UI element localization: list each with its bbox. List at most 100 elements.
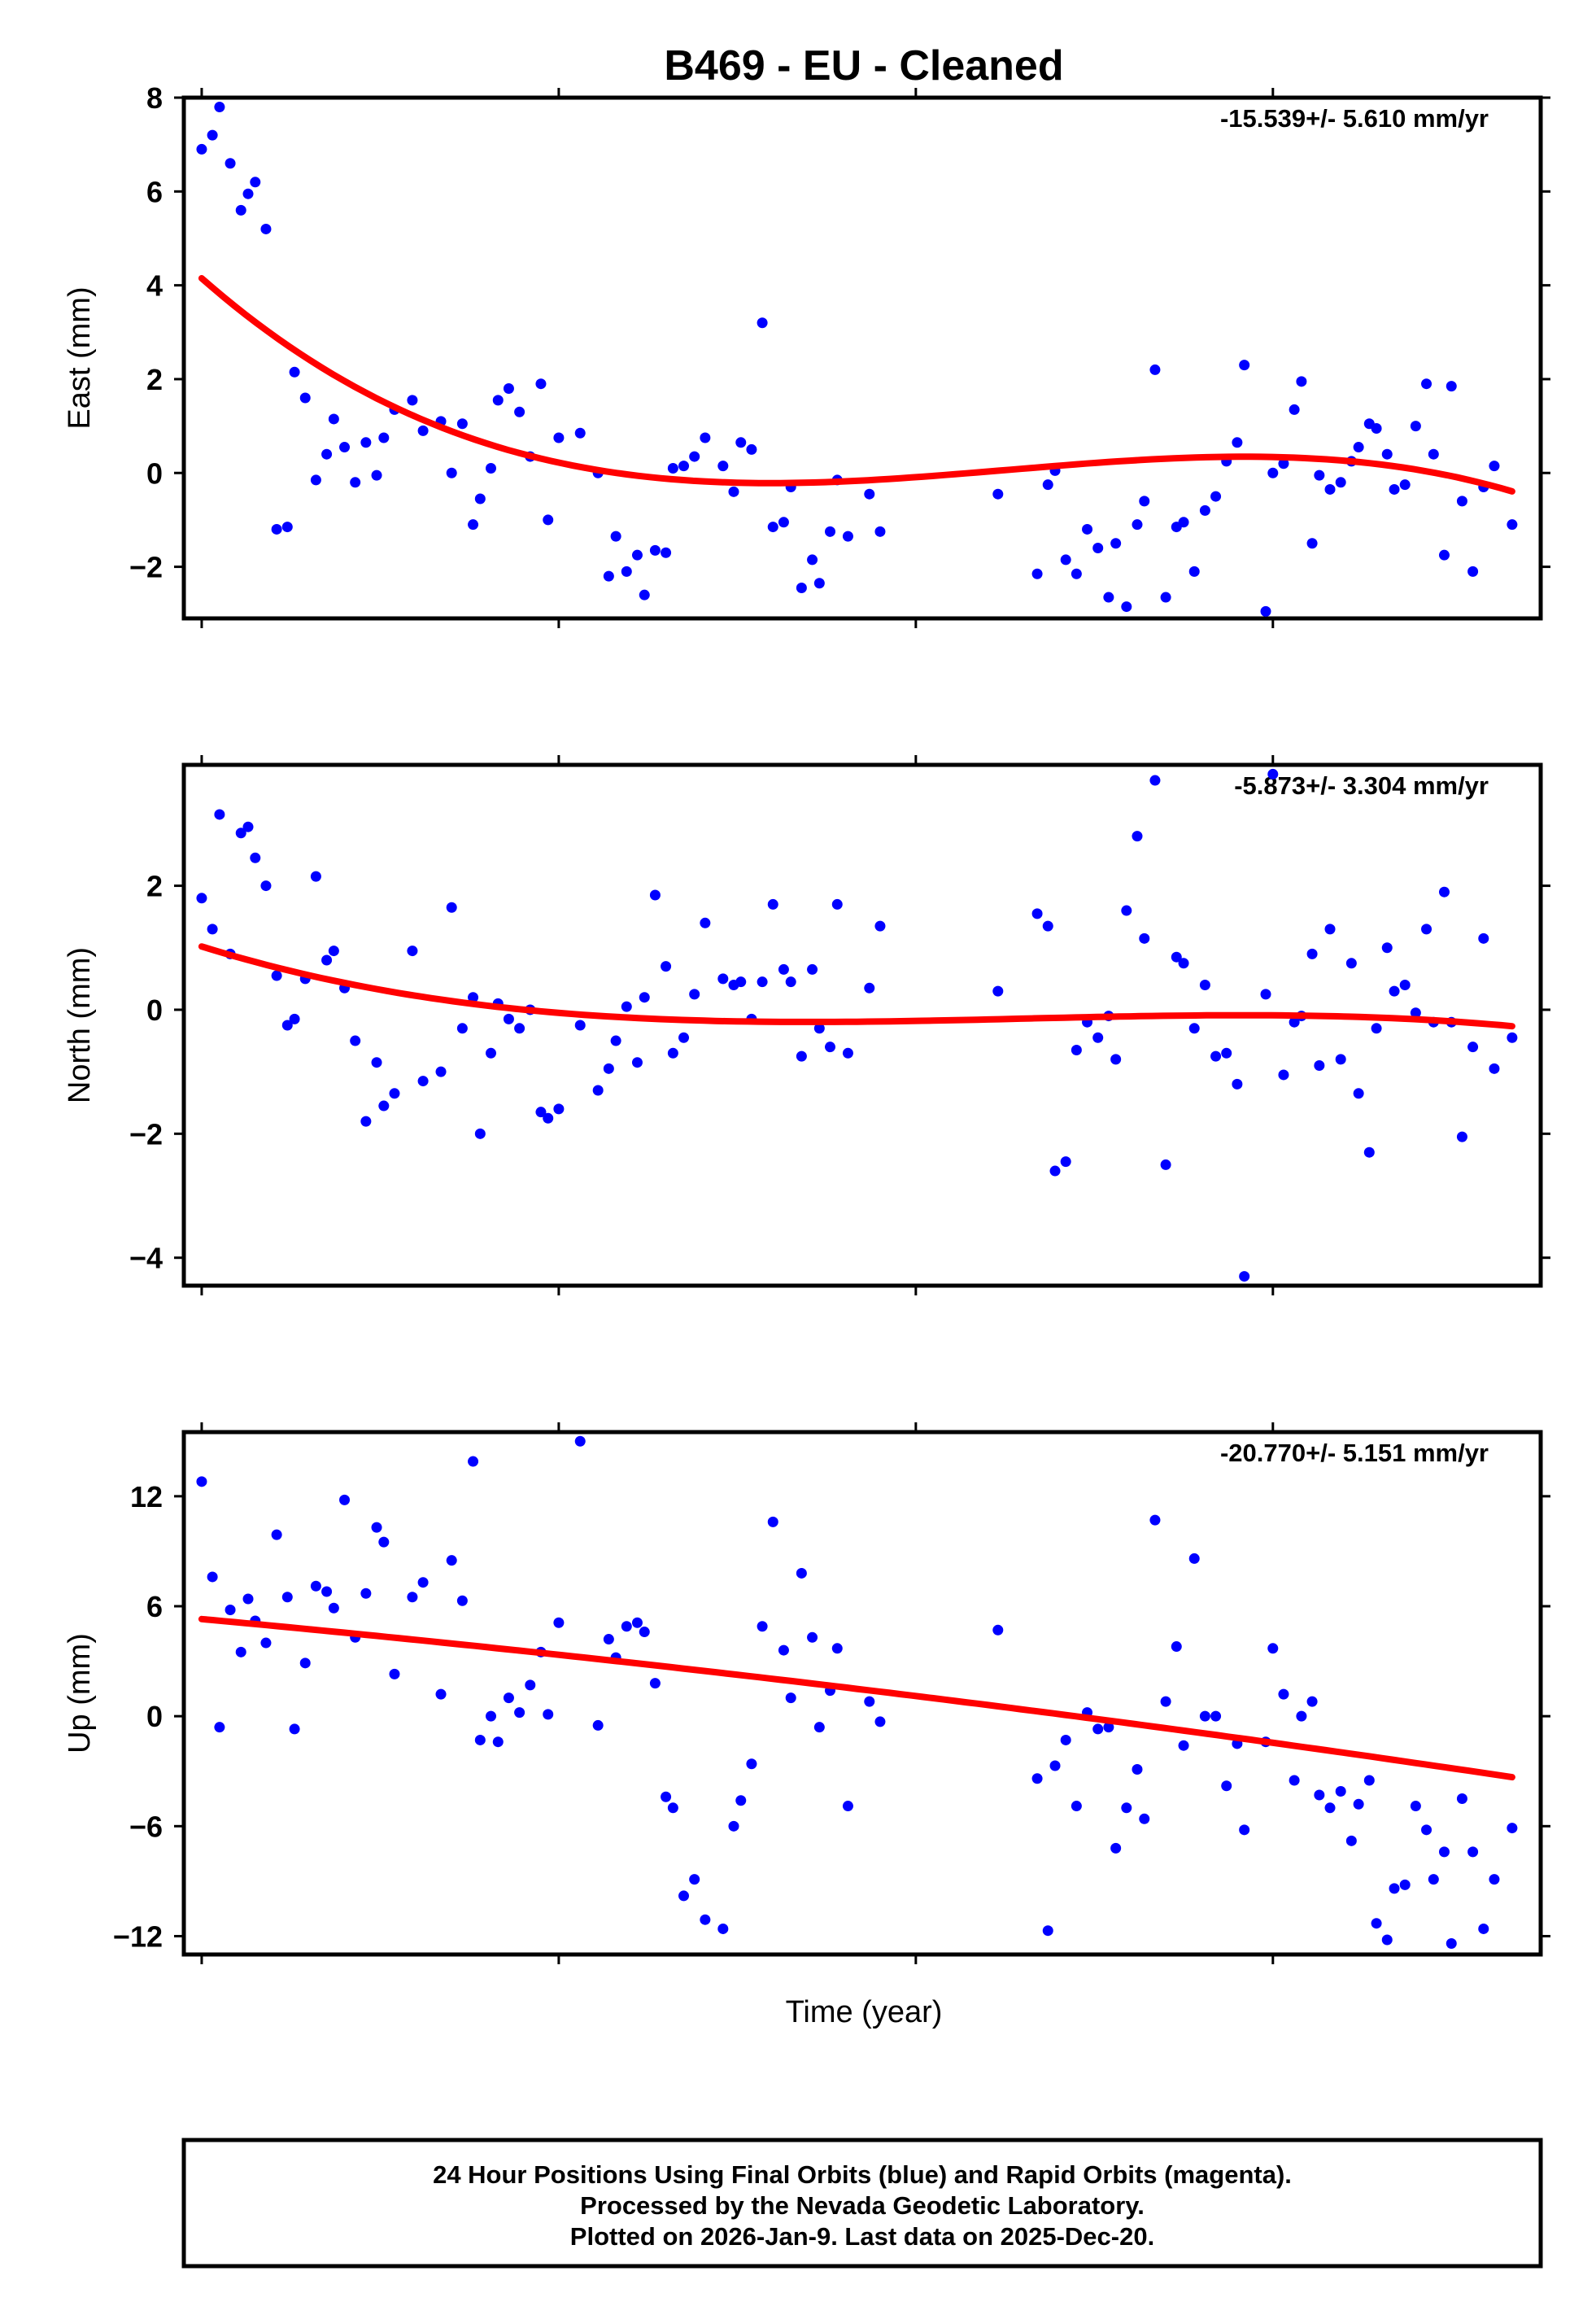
north-data-point: [1092, 1032, 1104, 1043]
east-data-point: [992, 488, 1004, 500]
x-axis-label: Time (year): [786, 1995, 943, 2029]
up-data-point: [1031, 1773, 1043, 1784]
east-data-point: [250, 177, 261, 188]
north-data-point: [1239, 1271, 1250, 1282]
east-data-point: [339, 442, 351, 453]
north-data-point: [824, 1042, 835, 1053]
east-data-point: [1289, 404, 1300, 415]
north-data-point: [196, 893, 207, 904]
north-data-point: [435, 1066, 447, 1077]
up-data-point: [468, 1456, 479, 1467]
north-data-point: [631, 1057, 643, 1068]
north-data-point: [621, 1001, 632, 1012]
up-data-point: [874, 1716, 886, 1727]
east-data-point: [407, 395, 418, 406]
east-data-point: [474, 493, 486, 504]
north-data-point: [1042, 920, 1053, 932]
north-data-point: [992, 985, 1004, 997]
footer-line-2: Processed by the Nevada Geodetic Laborat…: [580, 2191, 1145, 2220]
north-data-point: [667, 1047, 678, 1059]
up-data-point: [1381, 1934, 1393, 1946]
panel-east: 8 6 4 2 0 −2 East (mm) -15.539+/- 5.610 mm/yr: [63, 81, 1550, 628]
north-data-point: [468, 992, 479, 1003]
north-data-point: [1438, 886, 1450, 898]
up-data-point: [574, 1435, 586, 1447]
east-data-point: [543, 514, 554, 526]
north-ytick-label: −4: [129, 1242, 163, 1275]
north-data-point: [321, 954, 333, 966]
north-data-point: [1031, 908, 1043, 919]
east-data-point: [235, 204, 246, 216]
north-data-point: [678, 1032, 690, 1043]
up-data-point: [235, 1646, 246, 1657]
east-data-point: [378, 432, 390, 443]
north-data-point: [289, 1013, 300, 1024]
east-data-point: [289, 366, 300, 378]
north-data-point: [649, 889, 661, 901]
north-data-point: [1071, 1044, 1082, 1055]
east-ytick-label: 8: [146, 81, 163, 115]
north-data-point: [1324, 924, 1336, 935]
up-data-point: [196, 1476, 207, 1487]
north-data-point: [639, 992, 650, 1003]
north-data-point: [214, 809, 225, 820]
north-data-point: [874, 920, 886, 932]
up-data-point: [667, 1802, 678, 1814]
north-data-point: [767, 898, 778, 910]
up-data-point: [417, 1577, 429, 1588]
north-data-point: [1289, 1016, 1300, 1028]
east-y-axis-label: East (mm): [63, 286, 97, 429]
east-data-point: [1071, 568, 1082, 579]
up-data-point: [735, 1795, 747, 1806]
up-data-point: [1060, 1734, 1071, 1745]
east-data-point: [196, 143, 207, 155]
north-data-point: [1149, 775, 1161, 786]
east-data-point: [824, 526, 835, 537]
east-data-point: [874, 526, 886, 537]
east-data-point: [446, 467, 457, 478]
up-data-point: [1438, 1846, 1450, 1858]
north-data-point: [757, 976, 768, 988]
east-rate-label: -15.539+/- 5.610 mm/yr: [1220, 104, 1489, 133]
up-data-point: [1210, 1710, 1222, 1722]
up-data-point: [242, 1593, 254, 1605]
east-data-point: [1371, 422, 1382, 434]
up-data-point: [807, 1631, 818, 1643]
footer-line-3: Plotted on 2026-Jan-9. Last data on 2025…: [570, 2222, 1154, 2251]
up-data-point: [831, 1643, 843, 1654]
up-data-point: [1410, 1801, 1421, 1812]
east-data-point: [1324, 483, 1336, 495]
north-data-point: [1178, 958, 1189, 969]
east-data-point: [807, 554, 818, 566]
up-data-point: [1110, 1842, 1122, 1854]
north-data-point: [1171, 951, 1182, 963]
north-data-point: [474, 1128, 486, 1139]
up-data-point: [1306, 1696, 1318, 1707]
east-data-point: [1092, 543, 1104, 554]
east-data-point: [864, 488, 875, 500]
up-data-point: [1178, 1740, 1189, 1751]
north-data-point: [553, 1103, 565, 1115]
north-data-point: [1314, 1060, 1325, 1072]
north-data-point: [717, 973, 729, 985]
north-data-point: [735, 976, 747, 988]
east-data-point: [492, 395, 504, 406]
up-data-point: [1421, 1824, 1432, 1836]
up-data-point: [225, 1605, 236, 1616]
east-data-point: [631, 549, 643, 561]
east-data-point: [603, 570, 614, 582]
east-data-point: [1149, 364, 1161, 375]
up-data-point: [649, 1678, 661, 1689]
up-data-point: [371, 1522, 382, 1533]
east-data-point: [1239, 360, 1250, 371]
up-data-point: [1278, 1688, 1289, 1700]
up-data-point: [407, 1592, 418, 1603]
east-data-point: [1353, 442, 1364, 453]
up-ytick-label: 12: [130, 1480, 163, 1513]
up-data-point: [1221, 1780, 1232, 1792]
east-data-point: [1489, 461, 1500, 472]
east-data-point: [1278, 458, 1289, 469]
up-ytick-label: −12: [113, 1919, 163, 1953]
up-data-point: [1428, 1874, 1439, 1885]
